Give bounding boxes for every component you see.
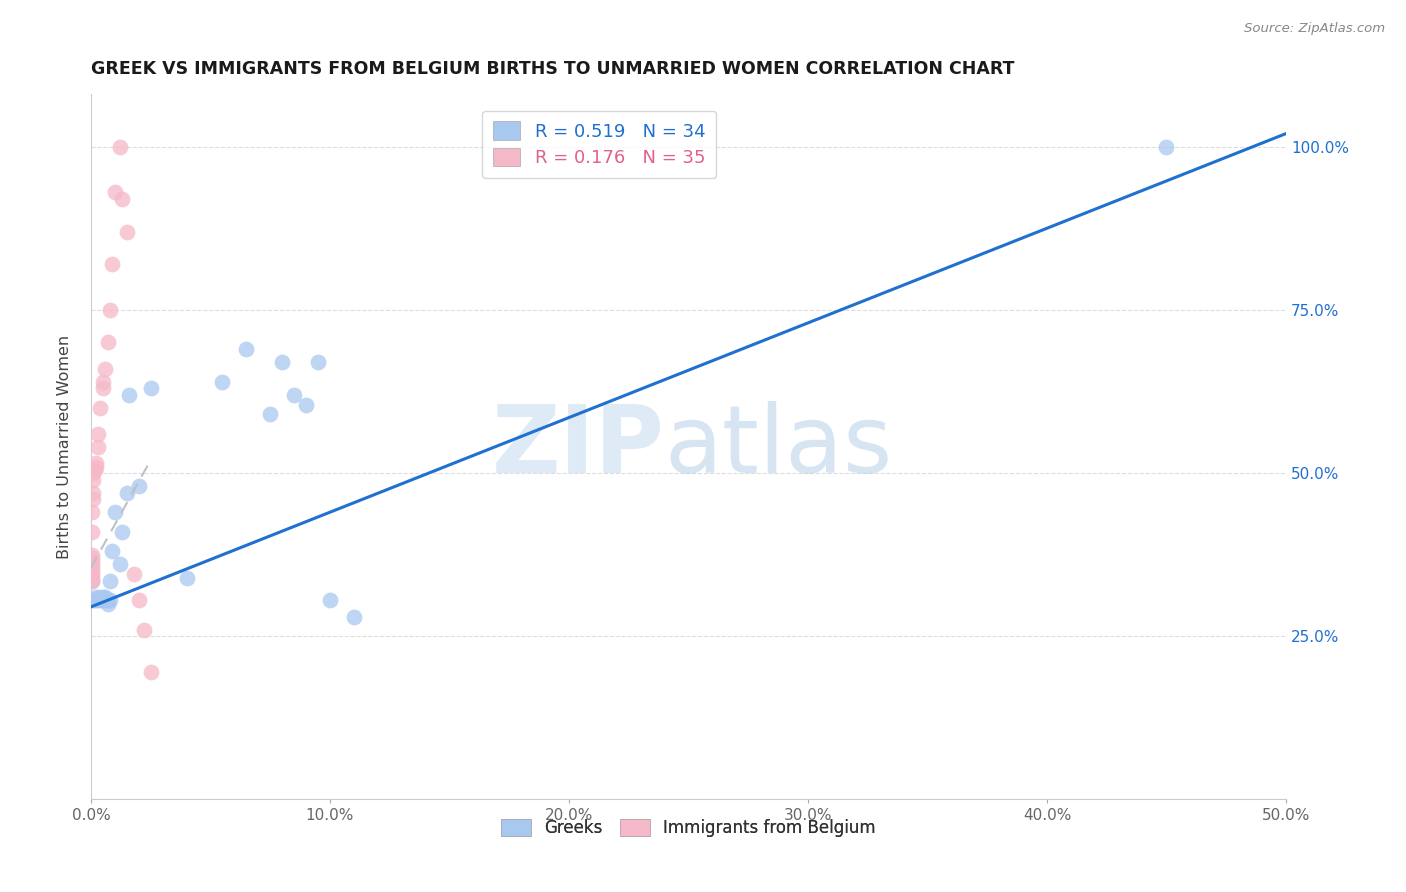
Point [87, 440, 110, 454]
Point [128, 593, 150, 607]
Point [94, 593, 117, 607]
Legend: Greeks, Immigrants from Belgium: Greeks, Immigrants from Belgium [495, 813, 883, 844]
Point [82, 466, 104, 480]
Point [82, 524, 104, 539]
Point [82, 593, 104, 607]
Point [80, 574, 103, 588]
Point [82, 505, 104, 519]
Point [94, 590, 117, 604]
Text: GREEK VS IMMIGRANTS FROM BELGIUM BIRTHS TO UNMARRIED WOMEN CORRELATION CHART: GREEK VS IMMIGRANTS FROM BELGIUM BIRTHS … [91, 60, 1015, 78]
Point [94, 361, 117, 376]
Point [139, 665, 162, 680]
Point [80, 548, 103, 562]
Point [84, 590, 107, 604]
Point [104, 505, 127, 519]
Point [82, 485, 104, 500]
Point [132, 623, 155, 637]
Point [82, 492, 104, 507]
Point [128, 479, 150, 493]
Point [115, 225, 138, 239]
Point [97, 593, 120, 607]
Point [118, 388, 141, 402]
Point [91, 590, 114, 604]
Point [235, 342, 257, 356]
Point [101, 544, 124, 558]
Point [176, 570, 198, 584]
Point [307, 355, 329, 369]
Point [89, 401, 111, 415]
Point [80, 570, 103, 584]
Point [271, 355, 294, 369]
Point [111, 524, 134, 539]
Point [283, 388, 305, 402]
Point [91, 375, 114, 389]
Point [98, 302, 121, 317]
Point [97, 597, 120, 611]
Point [82, 473, 104, 487]
Point [91, 381, 114, 395]
Point [108, 558, 131, 572]
Point [89, 590, 111, 604]
Text: Source: ZipAtlas.com: Source: ZipAtlas.com [1244, 22, 1385, 36]
Point [80, 564, 103, 578]
Point [80, 550, 103, 565]
Point [98, 593, 121, 607]
Point [108, 139, 131, 153]
Text: ZIP: ZIP [492, 401, 665, 493]
Point [211, 375, 233, 389]
Point [97, 335, 120, 350]
Point [343, 609, 366, 624]
Point [259, 407, 281, 421]
Point [87, 426, 110, 441]
Text: atlas: atlas [665, 401, 893, 493]
Point [91, 593, 114, 607]
Point [139, 381, 162, 395]
Point [115, 485, 138, 500]
Point [80, 567, 103, 582]
Point [122, 567, 145, 582]
Point [80, 554, 103, 568]
Point [82, 574, 104, 588]
Point [89, 593, 111, 607]
Point [84, 459, 107, 474]
Point [319, 593, 342, 607]
Point [83, 463, 105, 477]
Y-axis label: Births to Unmarried Women: Births to Unmarried Women [58, 334, 72, 559]
Point [104, 186, 127, 200]
Point [80, 558, 103, 572]
Point [87, 593, 110, 607]
Point [84, 456, 107, 470]
Point [80, 560, 103, 574]
Point [101, 257, 124, 271]
Point [98, 574, 121, 588]
Point [83, 593, 105, 607]
Point [1156, 139, 1178, 153]
Point [295, 397, 318, 411]
Point [111, 192, 134, 206]
